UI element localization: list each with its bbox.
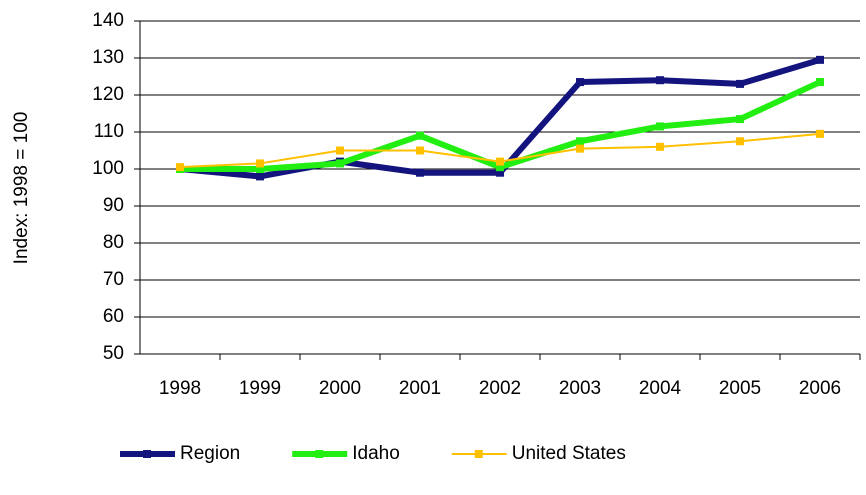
x-tick-label: 1999 <box>239 378 281 399</box>
y-tick-label: 120 <box>92 84 124 105</box>
y-tick-label: 50 <box>103 343 124 364</box>
y-tick-label: 100 <box>92 158 124 179</box>
series-marker <box>176 163 184 172</box>
series-marker <box>256 165 264 173</box>
series-marker <box>416 131 424 140</box>
series-marker <box>496 163 504 172</box>
legend-label: Region <box>180 443 240 464</box>
y-tick-label: 130 <box>92 47 124 68</box>
x-tick-label: 2000 <box>319 378 361 399</box>
x-tick-label: 2006 <box>799 378 841 399</box>
x-tick-label: 2001 <box>399 378 441 399</box>
series-marker <box>576 144 584 153</box>
series-marker <box>336 159 344 168</box>
y-tick-label: 70 <box>103 269 124 290</box>
x-tick-label: 2003 <box>559 378 601 399</box>
series-marker <box>736 79 744 88</box>
series-marker <box>656 76 664 85</box>
y-axis-label: Index: 1998 = 100 <box>11 112 32 265</box>
series-marker <box>816 129 824 138</box>
series-marker <box>736 137 744 146</box>
y-tick-label: 90 <box>103 195 124 216</box>
x-tick-label: 2002 <box>479 378 521 399</box>
x-tick-label: 1998 <box>159 378 201 399</box>
series-marker <box>416 146 424 155</box>
series-marker <box>496 157 504 166</box>
series-marker <box>576 137 584 146</box>
legend-marker <box>143 450 151 458</box>
series-marker <box>496 168 504 177</box>
y-tick-label: 60 <box>103 306 124 327</box>
series-marker <box>656 142 664 151</box>
series-marker <box>656 122 664 131</box>
y-tick-label: 80 <box>103 232 124 253</box>
series-marker <box>336 146 344 155</box>
series-marker <box>416 168 424 177</box>
legend-label: Idaho <box>352 443 400 464</box>
x-tick-label: 2005 <box>719 378 761 399</box>
legend-marker <box>315 450 324 458</box>
legend-label: United States <box>512 443 626 464</box>
series-marker <box>816 55 824 64</box>
series-marker <box>256 159 264 168</box>
x-tick-label: 2004 <box>639 378 682 399</box>
y-tick-label: 110 <box>94 121 124 142</box>
series-marker <box>256 172 264 181</box>
y-tick-label: 140 <box>92 10 124 31</box>
series-marker <box>816 78 824 87</box>
series-marker <box>736 115 744 124</box>
series-marker <box>576 78 584 87</box>
legend-marker <box>474 450 483 458</box>
